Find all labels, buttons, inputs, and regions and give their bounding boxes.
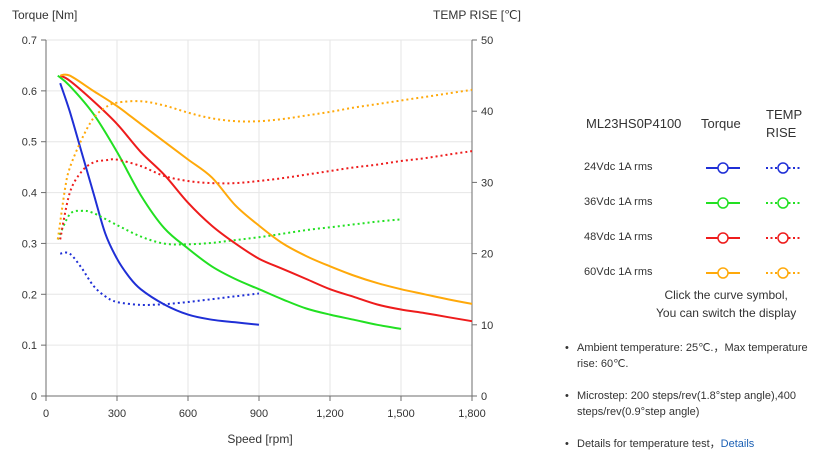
y-left-tick-label: 0.6 <box>22 86 37 98</box>
x-tick-label: 600 <box>179 408 197 420</box>
torque-24v-toggle[interactable] <box>704 158 742 178</box>
legend-torque-header: Torque <box>701 116 741 131</box>
curves <box>56 73 473 330</box>
legend-label-48v: 48Vdc 1A rms <box>584 231 653 243</box>
y-left-tick-label: 0.3 <box>22 238 37 250</box>
ticks: 0 300 600 900 1,200 1,500 1,80000.10.20.30.40.… <box>22 35 494 420</box>
switch-hint-line1: Click the curve symbol, <box>664 288 788 302</box>
y-right-axis-label: TEMP RISE [℃] <box>433 8 521 22</box>
y-left-tick-label: 0.7 <box>22 35 37 47</box>
legend-model-name: ML23HS0P4100 <box>586 116 682 131</box>
note-microstep: Microstep: 200 steps/rev(1.8°step angle)… <box>565 388 810 420</box>
legend-row-60v: 60Vdc 1A rms <box>584 263 813 283</box>
legend-label-60v: 60Vdc 1A rms <box>584 266 653 278</box>
y-right-tick-label: 50 <box>481 35 493 47</box>
torque-60v-toggle[interactable] <box>704 263 742 283</box>
spec-notes: Ambient temperature: 25℃.，Max temperatur… <box>565 340 810 468</box>
temp-48v-toggle[interactable] <box>764 228 802 248</box>
legend-marker <box>717 232 729 244</box>
legend-marker <box>777 162 789 174</box>
legend-marker <box>777 232 789 244</box>
torque-curve-60v <box>60 73 473 305</box>
x-tick-label: 0 <box>43 408 49 420</box>
legend-temp-header-line1: TEMP <box>766 107 803 122</box>
legend-marker <box>717 162 729 174</box>
temp-24v-toggle[interactable] <box>764 158 802 178</box>
y-right-tick-label: 20 <box>481 249 493 261</box>
details-link[interactable]: Details <box>720 438 755 450</box>
legend-row-24v: 24Vdc 1A rms <box>584 158 813 178</box>
temp-curve-48v <box>59 150 473 240</box>
legend-marker <box>777 267 789 279</box>
y-left-tick-label: 0.2 <box>22 289 37 301</box>
y-right-tick-label: 40 <box>481 106 493 118</box>
x-tick-label: 1,800 <box>458 408 486 420</box>
legend-marker <box>717 197 729 209</box>
legend-label-36v: 36Vdc 1A rms <box>584 196 653 208</box>
x-tick-label: 1,200 <box>316 408 344 420</box>
temp-36v-toggle[interactable] <box>764 193 802 213</box>
legend-row-48v: 48Vdc 1A rms <box>584 228 813 248</box>
legend-marker <box>717 267 729 279</box>
y-left-tick-label: 0.5 <box>22 137 37 149</box>
x-axis-label: Speed [rpm] <box>227 432 292 446</box>
temp-60v-toggle[interactable] <box>764 263 802 283</box>
temp-curve-60v <box>56 88 473 240</box>
grid <box>46 39 473 396</box>
y-right-tick-label: 0 <box>481 391 487 403</box>
y-right-tick-label: 30 <box>481 177 493 189</box>
x-tick-label: 300 <box>108 408 126 420</box>
temp-curve-24v <box>60 251 260 306</box>
torque-36v-toggle[interactable] <box>704 193 742 213</box>
y-left-tick-label: 0.4 <box>22 188 37 200</box>
legend-temp-header: TEMP RISE <box>766 106 802 142</box>
y-right-tick-label: 10 <box>481 320 493 332</box>
x-tick-label: 1,500 <box>387 408 415 420</box>
details-prefix: Details for temperature test， <box>577 438 721 450</box>
x-tick-label: 900 <box>250 408 268 420</box>
note-temperature-details: Details for temperature test，Details <box>565 436 810 452</box>
y-left-axis-label: Torque [Nm] <box>12 8 77 22</box>
torque-curve-36v <box>57 74 402 330</box>
y-left-tick-label: 0 <box>31 391 37 403</box>
torque-48v-toggle[interactable] <box>704 228 742 248</box>
torque-curve-48v <box>59 74 473 323</box>
switch-display-hint: Click the curve symbol, You can switch t… <box>656 286 796 322</box>
y-left-tick-label: 0.1 <box>22 340 37 352</box>
legend-temp-header-line2: RISE <box>766 125 797 140</box>
note-ambient-temperature: Ambient temperature: 25℃.，Max temperatur… <box>565 340 810 372</box>
legend-label-24v: 24Vdc 1A rms <box>584 161 653 173</box>
switch-hint-line2: You can switch the display <box>656 306 797 320</box>
legend-marker <box>777 197 789 209</box>
torque-curve-24v <box>59 82 260 326</box>
legend-row-36v: 36Vdc 1A rms <box>584 193 813 213</box>
